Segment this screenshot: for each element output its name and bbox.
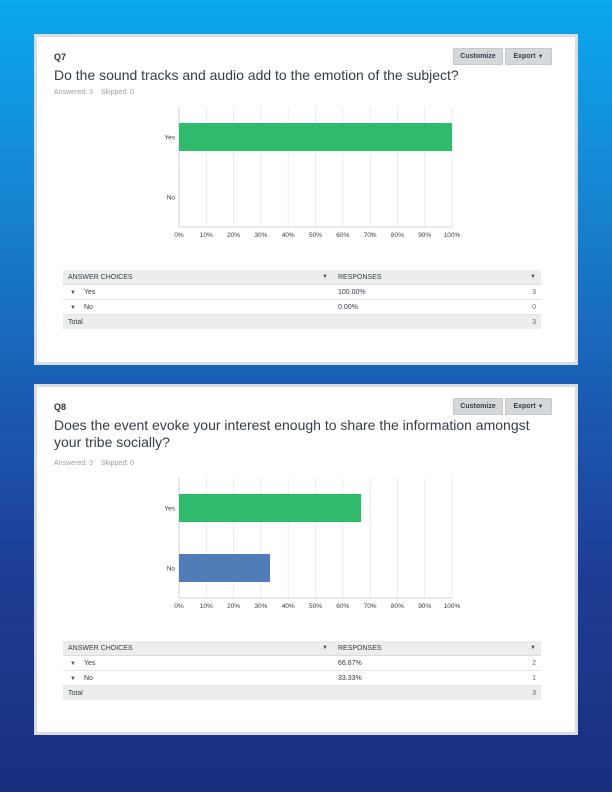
category-label: Yes: [164, 506, 175, 513]
bar-chart-q8: 0% 10% 20% 30% 40% 50% 60% 70% 80% 90% 100% Yes No: [164, 478, 461, 610]
category-label: No: [167, 566, 176, 573]
answered-count: Answered: 3: [54, 460, 93, 467]
x-tick-label: 10%: [200, 603, 213, 610]
category-label: Yes: [164, 135, 175, 142]
skipped-count: Skipped: 0: [100, 89, 135, 96]
x-tick-label: 40%: [282, 603, 295, 610]
answered-count: Answered: 3: [54, 89, 93, 96]
responses-header[interactable]: RESPONSES: [333, 270, 523, 285]
percent-cell: 100.00%: [333, 284, 523, 300]
sort-icon[interactable]: ▼: [322, 644, 328, 651]
choice-cell: ▼ Yes: [63, 655, 333, 671]
question-title: Do the sound tracks and audio add to the…: [54, 67, 459, 83]
answer-choices-header[interactable]: ANSWER CHOICES ▼: [63, 270, 333, 285]
sort-icon[interactable]: ▼: [322, 273, 328, 280]
x-tick-label: 100%: [444, 232, 461, 239]
expand-icon[interactable]: ▼: [70, 304, 76, 311]
x-tick-label: 20%: [227, 603, 240, 610]
percent-cell: 0.00%: [333, 299, 523, 315]
x-tick-label: 60%: [336, 603, 349, 610]
count-header[interactable]: ▼: [523, 270, 541, 285]
export-button-label: Export: [513, 403, 536, 410]
caret-down-icon: ▼: [537, 54, 544, 60]
total-label: Total: [63, 685, 333, 700]
sort-icon[interactable]: ▼: [530, 274, 536, 280]
expand-icon[interactable]: ▼: [70, 675, 76, 682]
export-button-label: Export: [513, 53, 536, 60]
choice-cell: ▼ No: [63, 670, 333, 686]
answer-choices-header[interactable]: ANSWER CHOICES ▼: [63, 641, 333, 656]
table-row: ▼ Yes 100.00% 3: [63, 284, 541, 300]
responses-header[interactable]: RESPONSES: [333, 641, 523, 656]
x-tick-label: 40%: [282, 232, 295, 239]
response-meta: Answered: 3 Skipped: 0: [54, 460, 134, 467]
x-tick-label: 0%: [174, 603, 184, 610]
bar-chart-q7: 0% 10% 20% 30% 40% 50% 60% 70% 80% 90% 100% Yes No: [164, 107, 461, 239]
choice-cell: ▼ No: [63, 299, 333, 315]
bar-yes: [179, 123, 452, 151]
x-tick-label: 80%: [391, 232, 404, 239]
count-cell: 0: [523, 299, 541, 315]
question-number: Q7: [54, 52, 67, 62]
count-cell: 3: [523, 284, 541, 300]
answers-table-q7: ANSWER CHOICES ▼ RESPONSES ▼ ▼ Yes 100.00%…: [63, 270, 541, 329]
x-tick-label: 10%: [200, 232, 213, 239]
x-tick-label: 50%: [309, 232, 322, 239]
table-row: ▼ Yes 66.67% 2: [63, 655, 541, 671]
count-cell: 1: [523, 670, 541, 686]
percent-cell: 33.33%: [333, 670, 523, 686]
customize-button[interactable]: Customize: [453, 398, 503, 415]
x-tick-label: 0%: [174, 232, 184, 239]
x-tick-label: 90%: [418, 603, 431, 610]
bar-yes: [179, 494, 362, 522]
bar-no: [179, 554, 270, 582]
count-cell: 2: [523, 655, 541, 671]
table-row: ▼ No 33.33% 1: [63, 670, 541, 686]
total-count: 3: [523, 314, 541, 329]
caret-down-icon: ▼: [537, 404, 544, 410]
x-tick-label: 90%: [418, 232, 431, 239]
percent-cell: 66.67%: [333, 655, 523, 671]
export-button[interactable]: Export ▼: [505, 48, 552, 65]
expand-icon[interactable]: ▼: [70, 660, 76, 667]
x-tick-label: 70%: [364, 232, 377, 239]
x-tick-label: 20%: [227, 232, 240, 239]
skipped-count: Skipped: 0: [100, 460, 135, 467]
x-tick-label: 50%: [309, 603, 322, 610]
total-row: Total 3: [63, 685, 541, 700]
question-title: Does the event evoke your interest enoug…: [54, 417, 530, 450]
total-row: Total 3: [63, 314, 541, 329]
answers-table-q8: ANSWER CHOICES ▼ RESPONSES ▼ ▼ Yes 66.67% …: [63, 641, 541, 700]
question-card-q7: Q7 Customize Export ▼ Do the sound tracks…: [37, 37, 575, 362]
table-row: ▼ No 0.00% 0: [63, 299, 541, 315]
x-tick-label: 80%: [391, 603, 404, 610]
table-header-row: ANSWER CHOICES ▼ RESPONSES ▼: [63, 270, 541, 285]
response-meta: Answered: 3 Skipped: 0: [54, 89, 134, 96]
export-button[interactable]: Export ▼: [505, 398, 552, 415]
total-count: 3: [523, 685, 541, 700]
expand-icon[interactable]: ▼: [70, 289, 76, 296]
x-tick-label: 30%: [254, 603, 267, 610]
x-tick-label: 100%: [444, 603, 461, 610]
customize-button[interactable]: Customize: [453, 48, 503, 65]
total-label: Total: [63, 314, 333, 329]
x-tick-label: 70%: [364, 603, 377, 610]
x-tick-label: 60%: [336, 232, 349, 239]
sort-icon[interactable]: ▼: [530, 645, 536, 651]
count-header[interactable]: ▼: [523, 641, 541, 656]
x-tick-label: 30%: [254, 232, 267, 239]
category-label: No: [167, 195, 176, 202]
choice-cell: ▼ Yes: [63, 284, 333, 300]
question-card-q8: Q8 Customize Export ▼ Does the event evok…: [37, 387, 575, 732]
question-number: Q8: [54, 402, 67, 412]
table-header-row: ANSWER CHOICES ▼ RESPONSES ▼: [63, 641, 541, 656]
